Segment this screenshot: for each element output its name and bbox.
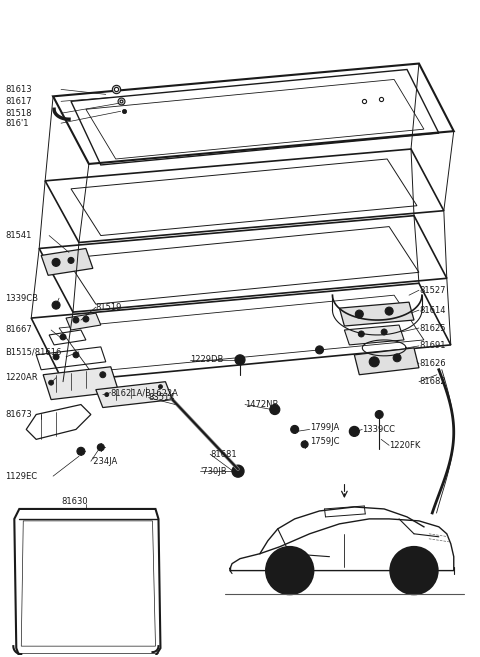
Text: 81630: 81630 — [61, 497, 88, 507]
Text: 1472NB: 1472NB — [245, 400, 278, 409]
Polygon shape — [344, 325, 404, 345]
Circle shape — [270, 405, 280, 415]
Text: 81626: 81626 — [419, 359, 445, 369]
Circle shape — [235, 355, 245, 365]
Circle shape — [83, 316, 89, 322]
Circle shape — [68, 258, 74, 263]
Polygon shape — [66, 313, 101, 330]
Polygon shape — [41, 248, 93, 275]
Text: 1229DB: 1229DB — [190, 355, 224, 365]
Text: 1799JA: 1799JA — [310, 423, 339, 432]
Circle shape — [352, 430, 356, 434]
Circle shape — [358, 331, 364, 337]
Circle shape — [315, 346, 324, 354]
Text: 81681: 81681 — [210, 450, 237, 459]
Circle shape — [390, 547, 438, 595]
Circle shape — [349, 426, 360, 436]
Text: 1220FK: 1220FK — [389, 441, 420, 450]
Circle shape — [393, 354, 401, 362]
Text: 81518: 81518 — [5, 109, 32, 118]
Circle shape — [73, 352, 79, 358]
Text: 81621A/B1622A: 81621A/B1622A — [111, 388, 179, 397]
Text: 81527: 81527 — [419, 286, 445, 295]
Text: '234JA: '234JA — [91, 457, 117, 466]
Text: 81682: 81682 — [419, 377, 445, 386]
Circle shape — [273, 407, 277, 411]
Circle shape — [372, 360, 376, 364]
Circle shape — [54, 303, 58, 307]
Text: 81613: 81613 — [5, 85, 32, 94]
Circle shape — [355, 310, 363, 318]
Circle shape — [385, 307, 393, 315]
Circle shape — [375, 411, 383, 419]
Circle shape — [301, 441, 308, 448]
Circle shape — [73, 317, 79, 323]
Circle shape — [404, 560, 424, 581]
Circle shape — [409, 566, 419, 576]
Circle shape — [105, 393, 109, 397]
Circle shape — [100, 372, 106, 378]
Text: 81614: 81614 — [419, 306, 445, 315]
Text: 81617: 81617 — [5, 97, 32, 106]
Text: '730JB: '730JB — [200, 466, 227, 476]
Polygon shape — [96, 382, 172, 407]
Polygon shape — [354, 348, 419, 374]
Text: 81625: 81625 — [419, 323, 445, 332]
Text: 1129EC: 1129EC — [5, 472, 37, 481]
Text: 81691: 81691 — [419, 342, 445, 350]
Circle shape — [318, 348, 321, 351]
Circle shape — [158, 384, 162, 389]
Circle shape — [266, 547, 313, 595]
Text: 1339CC: 1339CC — [362, 425, 396, 434]
Text: 816'1: 816'1 — [5, 119, 29, 127]
Text: 81541: 81541 — [5, 231, 32, 240]
Circle shape — [97, 444, 104, 451]
Text: 81673: 81673 — [5, 410, 32, 419]
Circle shape — [280, 560, 300, 581]
Circle shape — [285, 566, 295, 576]
Circle shape — [60, 334, 66, 340]
Circle shape — [52, 258, 60, 266]
Circle shape — [369, 357, 379, 367]
Text: 1759JC: 1759JC — [310, 437, 339, 446]
Text: B1515/81616: B1515/81616 — [5, 348, 62, 356]
Polygon shape — [339, 302, 414, 326]
Circle shape — [235, 468, 241, 474]
Text: 1220AR: 1220AR — [5, 373, 38, 382]
Circle shape — [232, 465, 244, 477]
Circle shape — [291, 426, 299, 434]
Circle shape — [48, 380, 54, 385]
Circle shape — [77, 447, 85, 455]
Circle shape — [238, 358, 242, 362]
Polygon shape — [43, 367, 119, 399]
Text: 83514: 83514 — [148, 393, 175, 402]
Circle shape — [52, 301, 60, 309]
Text: 81667: 81667 — [5, 325, 32, 334]
Text: 81519: 81519 — [96, 303, 122, 311]
Circle shape — [53, 354, 59, 360]
Text: 1339CB: 1339CB — [5, 294, 38, 303]
Circle shape — [381, 329, 387, 335]
